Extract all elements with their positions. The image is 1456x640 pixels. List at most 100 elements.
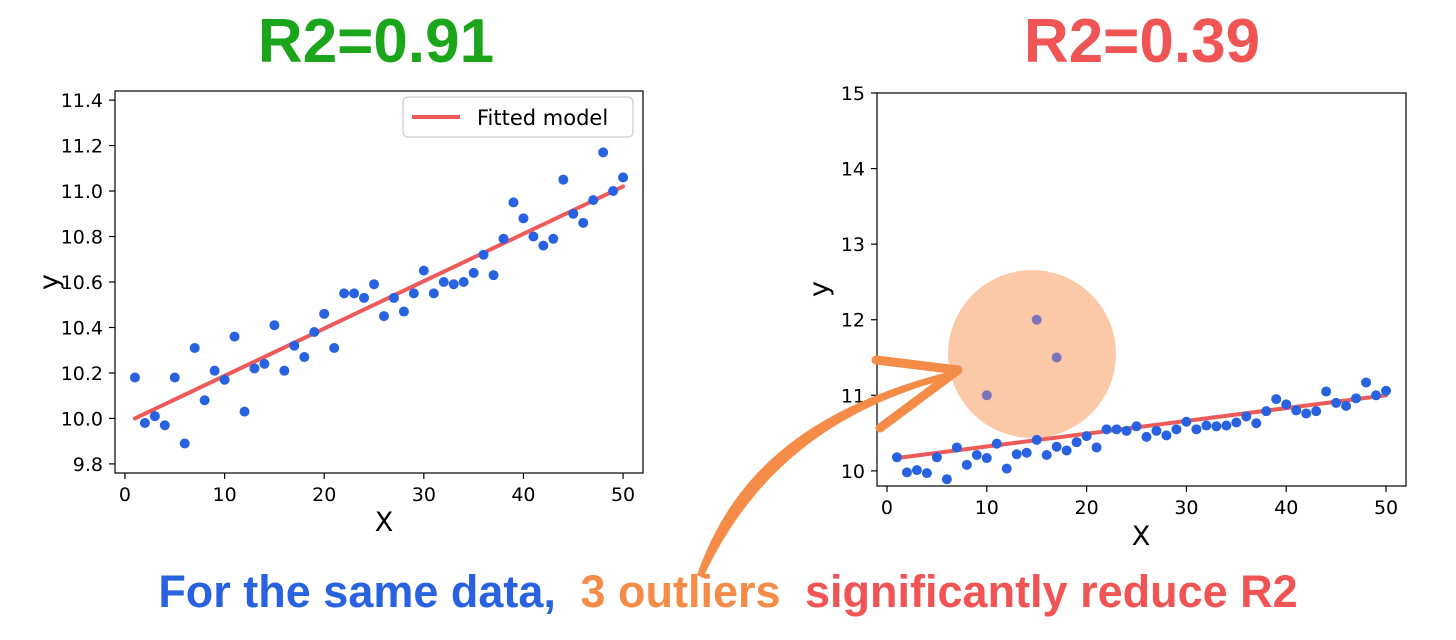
data-point bbox=[488, 270, 499, 281]
data-point bbox=[1061, 445, 1072, 456]
data-point bbox=[498, 233, 509, 244]
caption: For the same data, 3 outliers significan… bbox=[158, 566, 1297, 617]
data-point bbox=[359, 292, 370, 303]
data-point bbox=[239, 406, 250, 417]
data-point bbox=[1111, 424, 1122, 435]
legend: Fitted model bbox=[402, 96, 634, 138]
data-point bbox=[1081, 431, 1092, 442]
data-point bbox=[378, 311, 389, 322]
data-point bbox=[349, 288, 360, 299]
legend-label: Fitted model bbox=[477, 106, 608, 130]
right-data-points bbox=[891, 377, 1392, 485]
data-point bbox=[1381, 385, 1392, 396]
data-point bbox=[971, 450, 982, 461]
data-point bbox=[1251, 418, 1262, 429]
data-point bbox=[279, 365, 290, 376]
data-point bbox=[1311, 406, 1322, 417]
data-point bbox=[1331, 397, 1342, 408]
left-fitted-line bbox=[132, 184, 626, 421]
x-tick-label: 0 bbox=[881, 497, 893, 519]
y-tick-label: 11 bbox=[841, 385, 865, 407]
data-point bbox=[588, 195, 599, 206]
data-point bbox=[568, 208, 579, 219]
data-point bbox=[1361, 377, 1372, 388]
data-point bbox=[159, 420, 170, 431]
data-point bbox=[891, 452, 902, 463]
data-point bbox=[528, 231, 539, 242]
y-tick-label: 11.4 bbox=[61, 90, 103, 112]
data-point bbox=[1241, 411, 1252, 422]
data-point bbox=[199, 395, 210, 406]
data-point bbox=[1031, 434, 1042, 445]
data-point bbox=[388, 292, 399, 303]
data-point bbox=[309, 327, 320, 338]
data-point bbox=[1341, 400, 1352, 411]
data-point bbox=[438, 277, 449, 287]
left-data-points bbox=[129, 147, 629, 449]
data-point bbox=[299, 352, 310, 363]
data-point bbox=[1091, 442, 1102, 453]
right-axis-ticks: 0 10 20 30 40 50 10 11 12 13 14 15 bbox=[841, 83, 1398, 519]
y-tick-label: 11.2 bbox=[61, 136, 103, 158]
x-tick-label: 10 bbox=[975, 497, 999, 519]
data-point bbox=[329, 342, 340, 353]
data-point bbox=[189, 342, 200, 353]
data-point bbox=[408, 288, 419, 299]
data-point bbox=[448, 279, 459, 290]
right-plot-frame bbox=[876, 92, 1407, 487]
caption-part-same-data: For the same data, bbox=[158, 566, 556, 617]
data-point bbox=[1001, 463, 1012, 474]
data-point bbox=[1261, 406, 1272, 417]
outlier-point bbox=[1031, 314, 1042, 325]
y-tick-label: 10.2 bbox=[61, 363, 103, 385]
x-tick-label: 0 bbox=[119, 484, 131, 506]
data-point bbox=[1011, 449, 1022, 460]
left-y-axis-label: y bbox=[34, 274, 65, 290]
x-tick-label: 40 bbox=[1274, 497, 1298, 519]
data-point bbox=[339, 288, 350, 299]
data-point bbox=[558, 174, 569, 185]
caption-part-reduce: significantly reduce R2 bbox=[805, 566, 1298, 617]
right-fitted-line bbox=[894, 393, 1389, 461]
data-point bbox=[149, 411, 160, 422]
right-y-axis-label: y bbox=[804, 281, 835, 297]
x-tick-label: 30 bbox=[1174, 497, 1198, 519]
data-point bbox=[269, 320, 280, 331]
data-point bbox=[1121, 425, 1132, 436]
data-point bbox=[931, 452, 942, 463]
x-tick-label: 10 bbox=[212, 484, 236, 506]
data-point bbox=[1161, 430, 1172, 441]
data-point bbox=[1351, 393, 1362, 404]
caption-part-outliers: 3 outliers bbox=[580, 566, 780, 617]
data-point bbox=[1231, 417, 1242, 428]
x-tick-label: 40 bbox=[511, 484, 535, 506]
y-tick-label: 12 bbox=[841, 310, 865, 332]
data-point bbox=[1221, 420, 1232, 431]
legend-box bbox=[402, 96, 634, 138]
data-point bbox=[1101, 424, 1112, 435]
data-point bbox=[1021, 447, 1032, 458]
data-point bbox=[219, 374, 230, 385]
data-point bbox=[1191, 424, 1202, 435]
data-point bbox=[229, 331, 240, 342]
data-point bbox=[1181, 416, 1192, 427]
x-tick-label: 20 bbox=[312, 484, 336, 506]
data-point bbox=[578, 217, 589, 228]
data-point bbox=[1281, 399, 1292, 410]
y-tick-label: 14 bbox=[841, 159, 865, 181]
x-tick-label: 30 bbox=[412, 484, 436, 506]
y-tick-label: 11.0 bbox=[61, 181, 103, 203]
x-tick-label: 50 bbox=[611, 484, 635, 506]
data-point bbox=[618, 172, 629, 183]
left-x-axis-label: X bbox=[375, 507, 394, 538]
data-point bbox=[478, 249, 489, 260]
data-point bbox=[129, 372, 140, 383]
data-point bbox=[1291, 405, 1302, 416]
data-point bbox=[1051, 441, 1062, 452]
data-point bbox=[941, 474, 952, 485]
left-axis-ticks: 0 10 20 30 40 50 9.8 10.0 10.2 10.4 10.6 10.8 11.0 11… bbox=[61, 90, 635, 506]
x-tick-label: 50 bbox=[1374, 497, 1398, 519]
y-tick-label: 15 bbox=[841, 83, 865, 105]
data-point bbox=[468, 267, 479, 278]
